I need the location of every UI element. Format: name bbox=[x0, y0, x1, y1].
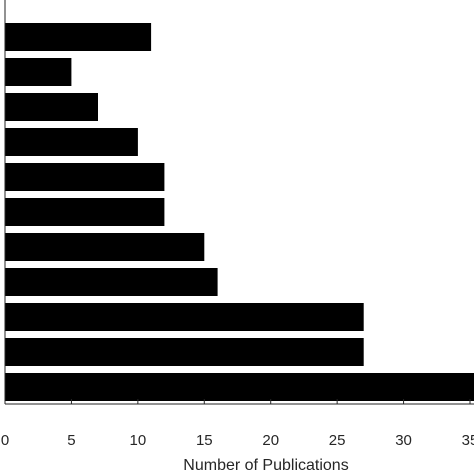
x-tick-label: 20 bbox=[262, 432, 279, 449]
bar bbox=[5, 198, 165, 226]
bar bbox=[5, 338, 364, 366]
x-tick-label: 25 bbox=[329, 432, 346, 449]
bar bbox=[5, 23, 152, 51]
x-tick-label: 10 bbox=[130, 432, 147, 449]
bar bbox=[5, 128, 138, 156]
x-tick-label: 35 bbox=[462, 432, 474, 449]
x-tick-label: 30 bbox=[395, 432, 412, 449]
bar bbox=[5, 268, 218, 296]
bar bbox=[5, 233, 205, 261]
x-tick-label: 5 bbox=[67, 432, 75, 449]
x-tick-label: 15 bbox=[196, 432, 213, 449]
bar bbox=[5, 303, 364, 331]
bar bbox=[5, 163, 165, 191]
bars-group bbox=[5, 23, 474, 401]
axes-group bbox=[4, 0, 474, 405]
bar bbox=[5, 93, 98, 121]
x-ticks-group: 0 5 10 15 20 25 30 35 bbox=[1, 399, 474, 449]
bar bbox=[5, 58, 72, 86]
bar bbox=[5, 373, 474, 401]
x-axis-label: Number of Publications bbox=[183, 457, 348, 474]
x-tick-label: 0 bbox=[1, 432, 9, 449]
